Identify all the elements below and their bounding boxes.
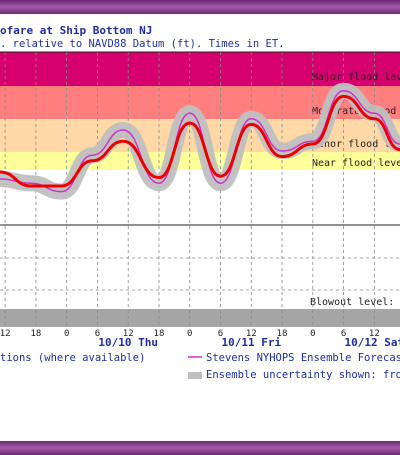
chart-subtitle: . relative to NAVD88 Datum (ft). Times i… [0, 38, 285, 50]
legend-uncertainty-swatch [188, 372, 202, 379]
x-tick-label: 12 [246, 329, 257, 339]
x-tick-label: 0 [310, 329, 315, 339]
chart-title: ofare at Ship Bottom NJ [0, 24, 153, 37]
x-tick-label: 6 [95, 329, 100, 339]
x-tick-label: 18 [30, 329, 41, 339]
flood-band-major [0, 52, 400, 86]
legend-observations-label: tions (where available) [0, 352, 146, 364]
bottom-banner-bar [0, 441, 400, 455]
x-day-label: 10/10 Thu [98, 336, 158, 349]
x-day-label: 10/12 Sat [345, 336, 400, 349]
x-tick-label: 0 [187, 329, 192, 339]
x-tick-label: 18 [277, 329, 288, 339]
x-tick-label: 12 [0, 329, 11, 339]
flood-label-minor: Minor flood lev [312, 139, 400, 150]
observed-series-line [0, 94, 400, 188]
blowout-band [0, 309, 400, 327]
x-tick-label: 6 [218, 329, 223, 339]
x-tick-label: 18 [154, 329, 165, 339]
x-tick-label: 12 [123, 329, 134, 339]
legend-uncertainty-label: Ensemble uncertainty shown: from [206, 369, 400, 381]
flood-label-moderate: Moderate flood [312, 106, 396, 117]
flood-label-major: Major flood lev [312, 72, 400, 83]
legend-ensemble-label: Stevens NYHOPS Ensemble Forecast [206, 352, 400, 364]
top-banner-bar [0, 0, 400, 14]
x-tick-label: 0 [64, 329, 69, 339]
x-tick-label: 6 [341, 329, 346, 339]
x-day-label: 10/11 Fri [221, 336, 281, 349]
flood-label-near: Near flood leve [312, 158, 400, 169]
x-tick-label: 12 [369, 329, 380, 339]
blowout-label: Blowout level: [310, 297, 394, 308]
